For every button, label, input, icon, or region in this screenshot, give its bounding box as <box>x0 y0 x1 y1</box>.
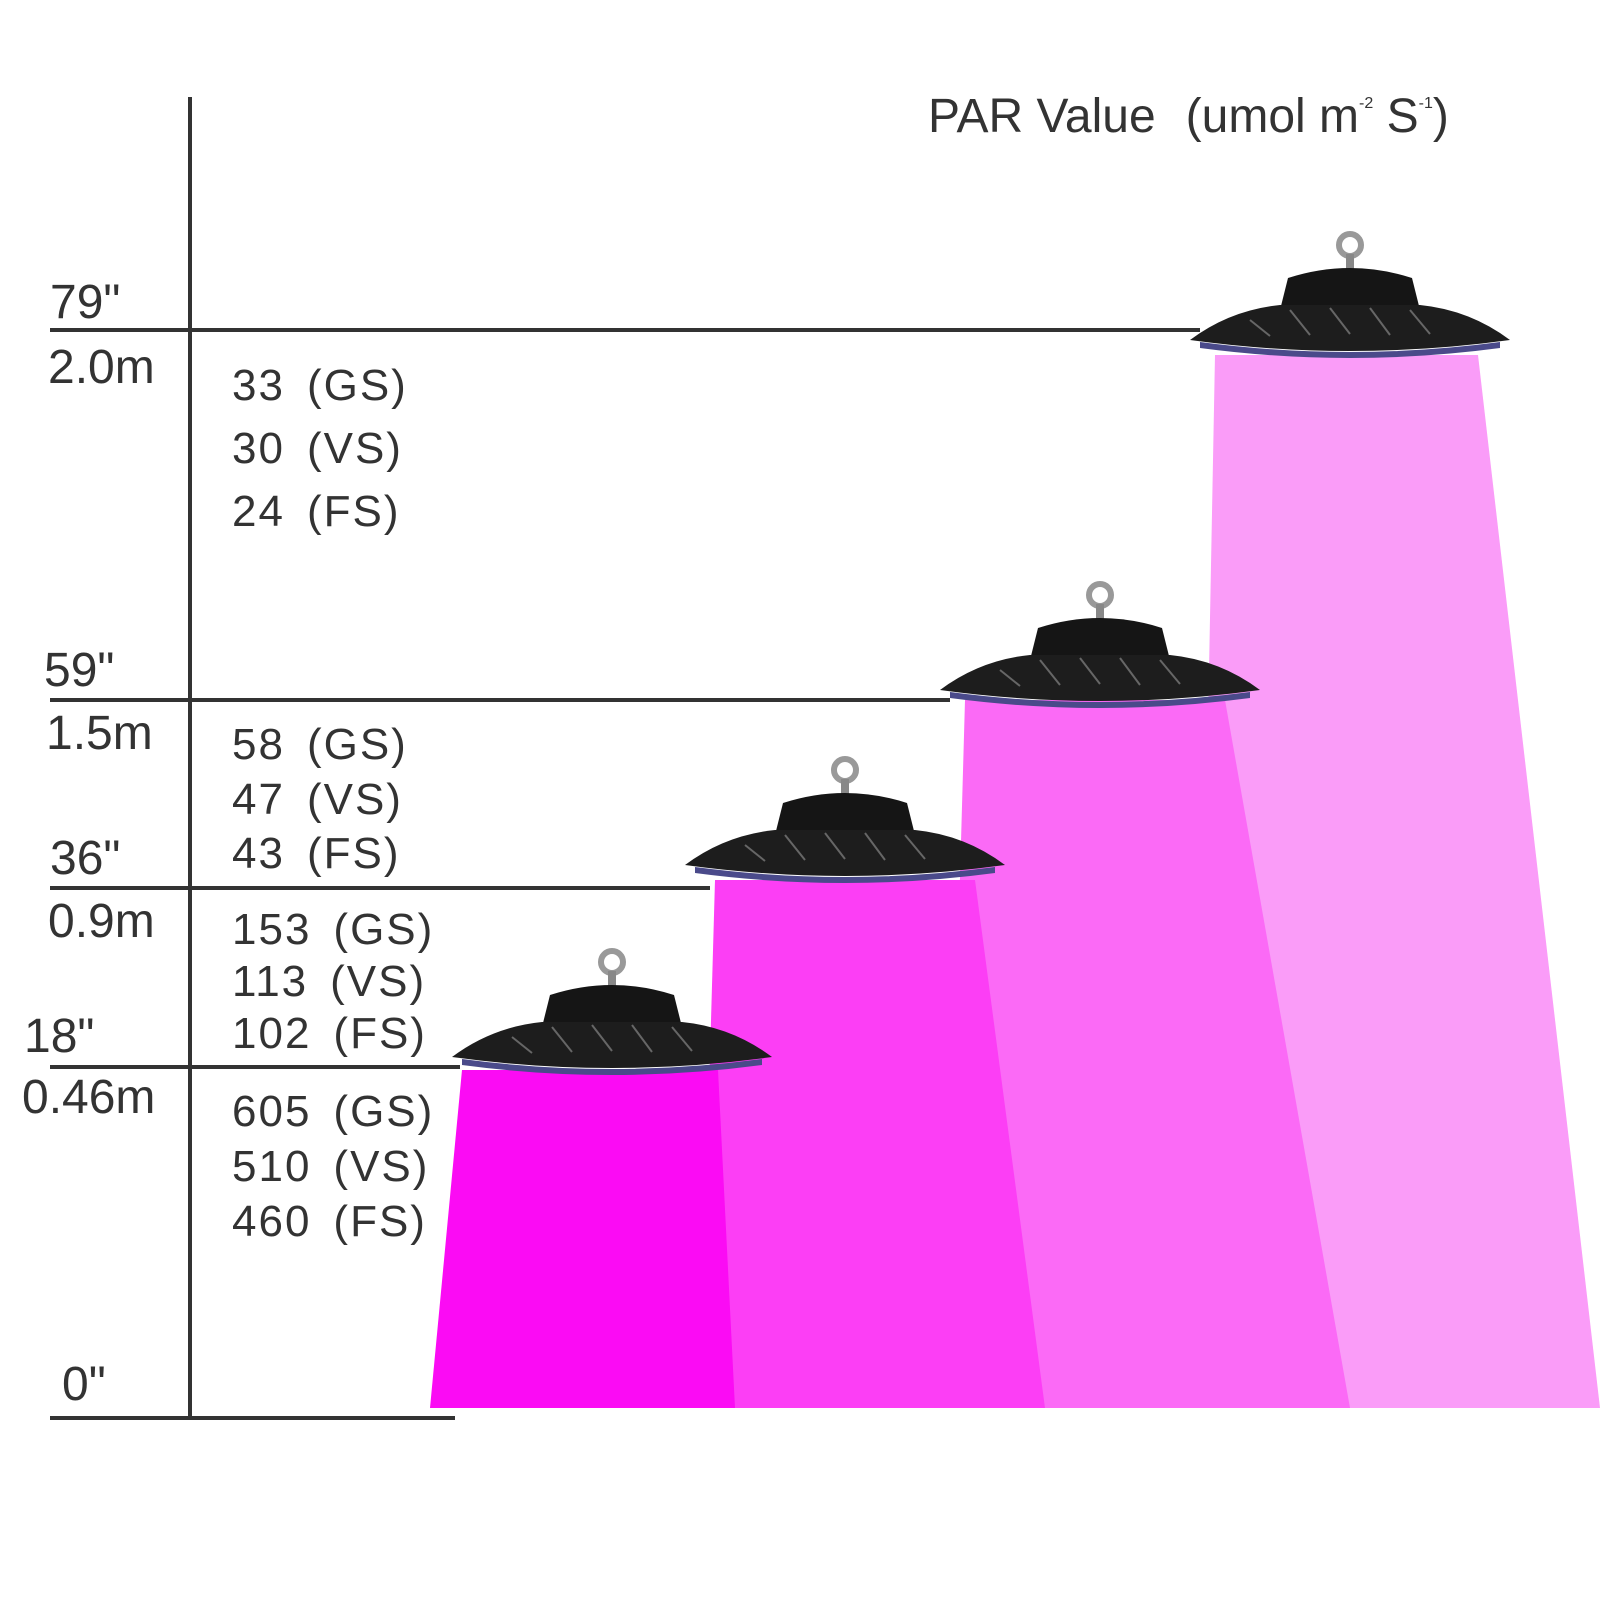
par-reading: 58 (GS) <box>232 720 408 769</box>
par-reading: 24 (FS) <box>232 487 400 536</box>
title-text: PAR Value <box>928 90 1156 143</box>
spectrum-label: (VS) <box>333 1142 429 1191</box>
spectrum-label: (FS) <box>333 1009 427 1058</box>
height-inches: 18" <box>24 1010 94 1063</box>
par-value: 47 <box>232 775 285 824</box>
spectrum-label: (VS) <box>307 424 403 473</box>
spectrum-label: (GS) <box>307 720 408 769</box>
par-reading: 30 (VS) <box>232 424 403 473</box>
par-reading: 102 (FS) <box>232 1009 427 1058</box>
spectrum-label: (GS) <box>307 361 408 410</box>
height-inches: 79" <box>50 276 120 329</box>
par-reading: 113 (VS) <box>232 957 426 1006</box>
unit: S <box>1373 90 1418 143</box>
par-value: 460 <box>232 1197 311 1246</box>
par-value: 43 <box>232 829 285 878</box>
par-reading: 605 (GS) <box>232 1087 434 1136</box>
unit: ) <box>1433 90 1449 143</box>
height-meters: 0.9m <box>48 895 155 948</box>
par-value: 33 <box>232 361 285 410</box>
spectrum-label: (FS) <box>333 1197 427 1246</box>
floor-label: 0" <box>62 1358 106 1411</box>
lamp <box>1190 234 1510 358</box>
par-value: 30 <box>232 424 285 473</box>
height-meters: 0.46m <box>22 1071 155 1124</box>
spectrum-label: (VS) <box>330 957 426 1006</box>
par-value: 102 <box>232 1009 311 1058</box>
unit-sup: -1 <box>1419 95 1433 112</box>
spectrum-label: (GS) <box>333 905 434 954</box>
par-value: 113 <box>232 957 308 1006</box>
par-reading: 47 (VS) <box>232 775 403 824</box>
height-meters: 2.0m <box>48 341 155 394</box>
par-reading: 153 (GS) <box>232 905 434 954</box>
beam <box>430 1070 735 1408</box>
lamp <box>685 759 1005 883</box>
par-reading: 43 (FS) <box>232 829 400 878</box>
spectrum-label: (FS) <box>307 487 401 536</box>
height-meters: 1.5m <box>46 707 153 760</box>
unit-sup: -2 <box>1359 95 1373 112</box>
beam <box>700 880 1045 1408</box>
par-value: 510 <box>232 1142 311 1191</box>
par-value: 24 <box>232 487 285 536</box>
unit: (umol m <box>1186 90 1359 143</box>
par-value: 153 <box>232 905 311 954</box>
levels: 79" 2.0m 33 (GS) 30 (VS) 24 (FS) 59" 1.5m 58 (GS) 47… <box>22 276 434 1246</box>
beam <box>945 700 1350 1408</box>
par-reading: 33 (GS) <box>232 361 408 410</box>
title: PAR Value (umol m-2 S-1) <box>928 90 1449 143</box>
spectrum-label: (VS) <box>307 775 403 824</box>
light-beams <box>430 355 1600 1408</box>
height-inches: 36" <box>50 832 120 885</box>
height-inches: 59" <box>44 644 114 697</box>
par-reading: 510 (VS) <box>232 1142 429 1191</box>
par-value: 605 <box>232 1087 311 1136</box>
par-reading: 460 (FS) <box>232 1197 427 1246</box>
par-value: 58 <box>232 720 285 769</box>
spectrum-label: (GS) <box>333 1087 434 1136</box>
spectrum-label: (FS) <box>307 829 401 878</box>
